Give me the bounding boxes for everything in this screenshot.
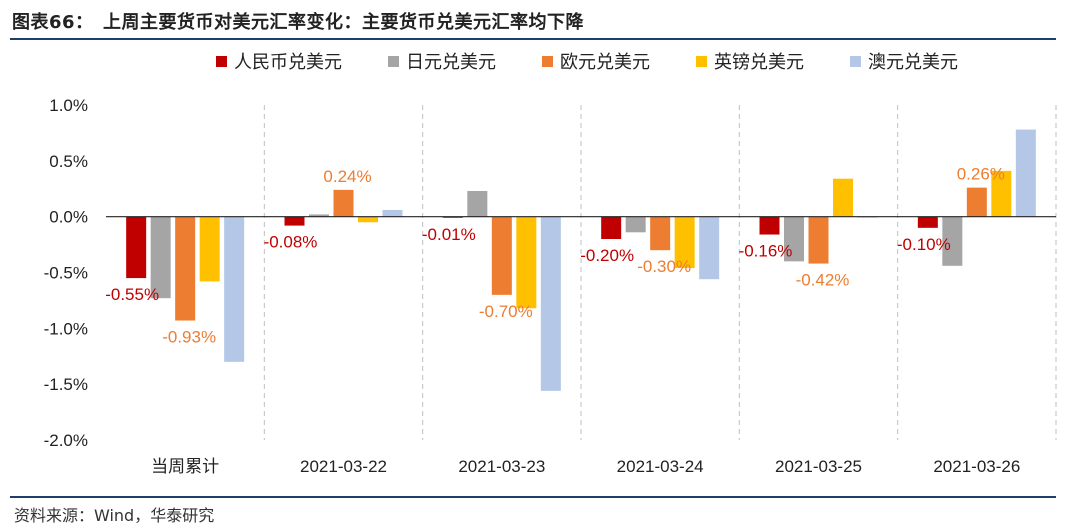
bar (358, 216, 378, 223)
legend-label-gbp: 英镑兑美元 (714, 52, 804, 73)
legend-item-gbp: 英镑兑美元 (696, 48, 804, 74)
y-tick-label: 0.0% (49, 208, 88, 227)
bar (917, 216, 938, 228)
legend-swatch-gbp (696, 55, 707, 67)
legend-item-jpy: 日元兑美元 (388, 48, 496, 74)
y-tick-label: -2.0% (44, 431, 88, 450)
title-bar: 图表66： 上周主要货币对美元汇率变化：主要货币兑美元汇率均下降 (10, 2, 1056, 40)
x-tick-label: 2021-03-26 (933, 457, 1020, 476)
bar (1015, 129, 1036, 217)
legend-item-eur: 欧元兑美元 (542, 48, 650, 74)
bar (175, 216, 196, 321)
bar (674, 216, 695, 269)
data-label: -0.20% (580, 246, 634, 265)
bar-chart: 1.0% 0.5% 0.0% -0.5% -1.0% -1.5% -2.0% 当周累计 2021… (44, 96, 1057, 476)
bar (601, 216, 622, 239)
bar (467, 190, 488, 217)
y-tick-label: 0.5% (49, 152, 88, 171)
bar (759, 216, 780, 235)
data-label: -0.01% (422, 225, 476, 244)
bar (699, 216, 720, 280)
bar (284, 216, 305, 226)
bar (966, 187, 987, 217)
data-label: -0.10% (897, 235, 951, 254)
bar (309, 214, 329, 217)
legend-label-jpy: 日元兑美元 (406, 52, 496, 73)
legend-swatch-jpy (388, 55, 399, 67)
y-tick-label: 1.0% (49, 96, 88, 115)
x-tick-label: 2021-03-25 (775, 457, 862, 476)
data-label: -0.93% (162, 328, 216, 347)
x-tick-label: 2021-03-23 (458, 457, 545, 476)
bar (833, 178, 853, 217)
data-label: 0.26% (957, 165, 1005, 184)
legend-label-aud: 澳元兑美元 (868, 52, 958, 73)
data-label: -0.08% (264, 233, 318, 252)
bar (382, 209, 403, 217)
bar (650, 216, 671, 251)
legend-swatch-eur (542, 55, 553, 67)
legend-swatch-rmb (216, 55, 227, 67)
x-tick-label: 2021-03-24 (617, 457, 704, 476)
bar (150, 216, 171, 299)
bar (625, 216, 646, 233)
legend-item-rmb: 人民币兑美元 (216, 48, 342, 74)
legend-swatch-aud (850, 55, 861, 67)
legend-item-aud: 澳元兑美元 (850, 48, 958, 74)
legend: 人民币兑美元 日元兑美元 欧元兑美元 英镑兑美元 澳元兑美元 (0, 48, 1080, 78)
data-label: -0.30% (637, 257, 691, 276)
bar (516, 216, 537, 309)
bar (808, 216, 829, 264)
data-label: 0.24% (323, 167, 371, 186)
footer-divider (10, 496, 1056, 498)
y-tick-label: -0.5% (44, 264, 88, 283)
x-tick-label: 2021-03-22 (300, 457, 387, 476)
data-label: -0.42% (796, 271, 850, 290)
bar (942, 216, 963, 266)
y-tick-label: -1.0% (44, 319, 88, 338)
chart-title: 图表66： 上周主要货币对美元汇率变化：主要货币兑美元汇率均下降 (12, 12, 585, 33)
bar (199, 216, 220, 282)
data-label: -0.70% (479, 302, 533, 321)
bar (540, 216, 561, 391)
bar (126, 216, 147, 279)
data-label: -0.55% (105, 285, 159, 304)
bar (991, 170, 1012, 217)
bar (784, 216, 804, 262)
bar (491, 216, 512, 295)
x-tick-label: 当周累计 (151, 457, 219, 476)
source-note: 资料来源：Wind，华泰研究 (14, 506, 215, 525)
data-label: -0.16% (739, 242, 793, 261)
legend-label-eur: 欧元兑美元 (560, 52, 650, 73)
legend-label-rmb: 人民币兑美元 (234, 52, 342, 73)
bar (333, 189, 354, 217)
bar (224, 216, 245, 362)
y-tick-label: -1.5% (44, 375, 88, 394)
